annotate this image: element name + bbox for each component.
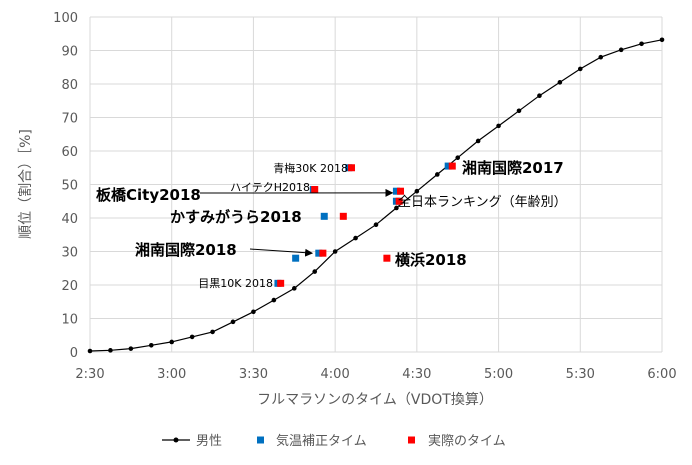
male-point (87, 348, 93, 354)
corrected-point (392, 187, 400, 195)
annotation-label: 青梅30K 2018 (273, 161, 348, 175)
x-axis-title: フルマラソンのタイム（VDOT換算） (257, 392, 493, 408)
male-point (537, 93, 542, 99)
annotation-label: 全日本ランキング（年齢別） (398, 194, 567, 210)
y-tick-label: 0 (70, 346, 78, 361)
y-tick-label: 60 (61, 145, 78, 160)
actual-point (277, 279, 285, 287)
annotation-label: 横浜2018 (395, 251, 467, 269)
legend-label-corrected: 気温補正タイム (276, 433, 367, 449)
male-point (128, 346, 134, 351)
annotation-label: 目黒10K 2018 (198, 277, 273, 290)
corrected-point (444, 162, 452, 170)
annotations: 青梅30K 2018 ハイテクH2018 板橋City2018 全日本ランキング（年齢… (96, 159, 567, 290)
y-tick-label: 50 (61, 179, 78, 194)
x-tick-label: 4:00 (321, 367, 350, 382)
legend-label-actual: 実際のタイム (428, 433, 506, 449)
x-tick-label: 5:30 (566, 367, 595, 382)
x-tick-label: 5:00 (484, 367, 513, 382)
x-tick-label: 3:30 (239, 367, 268, 382)
annotation-label: ハイテクH2018 (230, 181, 310, 194)
x-axis-ticks: 2:30 3:00 3:30 4:00 4:30 5:00 5:30 6:00 (75, 367, 676, 382)
actual-point (395, 197, 403, 205)
male-point (169, 339, 175, 345)
y-axis-title: 順位（割合）［%] (17, 129, 34, 239)
male-point (353, 235, 358, 241)
annotation-arrow (249, 248, 314, 257)
actual-point (339, 212, 347, 220)
male-point (148, 343, 154, 348)
actual-point (311, 186, 319, 194)
actual-point (383, 254, 391, 262)
male-point (659, 37, 665, 43)
male-point (373, 222, 379, 227)
male-point (577, 66, 583, 72)
male-point (271, 297, 277, 303)
annotation-label: 湘南国際2018 (135, 241, 237, 259)
y-tick-label: 30 (61, 246, 78, 261)
actual-point (397, 187, 405, 195)
actual-point (319, 249, 327, 257)
male-point (496, 123, 501, 129)
legend-square-corrected (257, 436, 264, 444)
annotation-label: 湘南国際2017 (462, 159, 564, 177)
y-tick-label: 40 (61, 212, 78, 227)
x-tick-label: 6:00 (647, 367, 676, 382)
y-tick-label: 10 (61, 313, 78, 328)
male-point (475, 138, 481, 144)
male-point (516, 108, 522, 114)
male-point (291, 286, 297, 291)
male-point (230, 319, 236, 325)
legend-dot-marker (173, 437, 179, 443)
male-point (251, 309, 256, 315)
male-point (639, 41, 644, 47)
corrected-point (320, 212, 328, 220)
y-tick-label: 100 (53, 11, 78, 26)
male-point (312, 269, 318, 274)
male-series (87, 37, 665, 354)
grid (89, 16, 663, 353)
y-tick-label: 90 (61, 45, 78, 60)
x-tick-label: 4:30 (402, 367, 431, 382)
male-point (108, 348, 113, 353)
y-tick-label: 20 (61, 279, 78, 294)
male-point (189, 334, 195, 340)
y-tick-label: 80 (61, 78, 78, 93)
male-point (618, 47, 624, 53)
y-tick-label: 70 (61, 112, 78, 127)
corrected-point (315, 249, 323, 257)
legend: 男性 気温補正タイム 実際のタイム (162, 433, 506, 449)
x-tick-label: 3:00 (157, 367, 186, 382)
male-point (210, 329, 215, 335)
male-point (332, 249, 338, 254)
male-point (598, 54, 604, 60)
male-point (557, 80, 563, 85)
actual-point (347, 164, 355, 172)
legend-square-actual (408, 436, 415, 444)
x-tick-label: 2:30 (75, 367, 104, 382)
actual-point (448, 162, 456, 170)
male-point (455, 155, 461, 160)
annotation-label: かすみがうら2018 (170, 208, 302, 226)
annotation-label: 板橋City2018 (96, 186, 201, 204)
legend-label-male: 男性 (196, 434, 222, 449)
male-point (414, 188, 420, 194)
corrected-point (292, 254, 300, 262)
male-point (434, 172, 440, 177)
y-axis-ticks: 0 10 20 30 40 50 60 70 80 90 100 (53, 11, 78, 361)
male-point (394, 205, 399, 211)
point-series (274, 162, 456, 287)
